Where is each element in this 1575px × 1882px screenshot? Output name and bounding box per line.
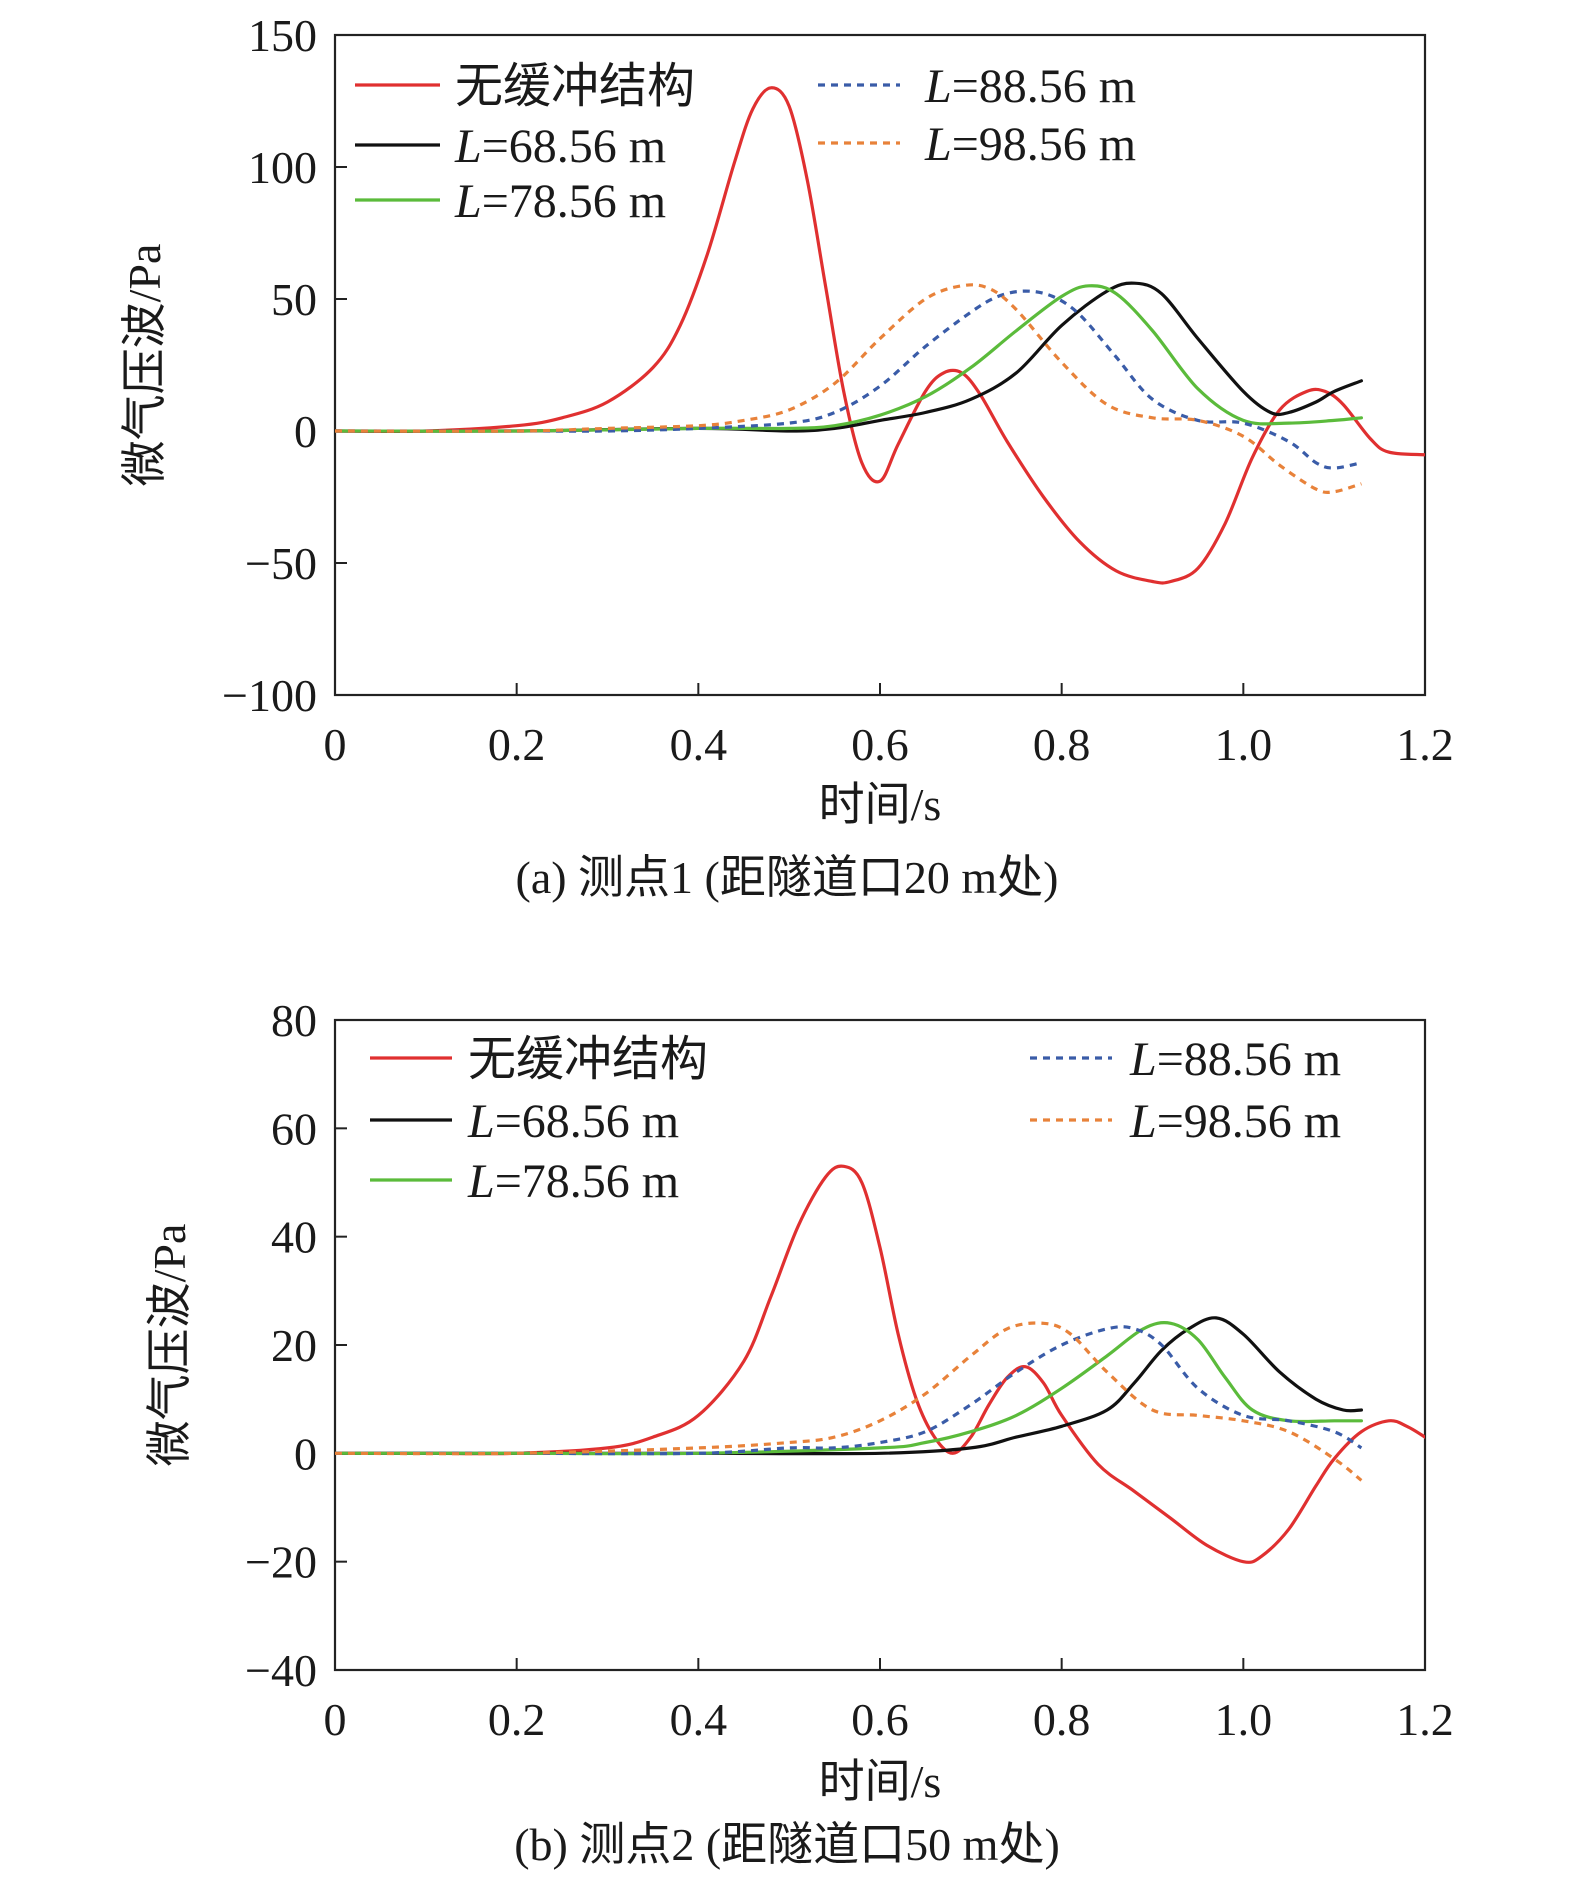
chart-a-x-tick-label: 0.8 (1033, 719, 1091, 770)
chart-b-caption: (b) 测点2 (距隧道口50 m处) (514, 1819, 1060, 1870)
chart-b-y-tick-label: −20 (245, 1537, 317, 1588)
chart-b-y-axis-title: 微气压波/Pa (144, 1224, 195, 1467)
chart-b-x-tick-label: 1.0 (1215, 1694, 1273, 1745)
chart-a-x-tick-label: 0.6 (851, 719, 909, 770)
chart-a-x-tick-label: 1.2 (1396, 719, 1454, 770)
chart-b-series-line-3 (335, 1321, 1363, 1456)
chart-b-x-tick-label: 0 (324, 1694, 347, 1745)
chart-b-x-axis-title: 时间/s (819, 1756, 942, 1807)
chart-a-series-line-4 (335, 289, 1362, 470)
chart-b-x-tick-label: 0.6 (851, 1694, 909, 1745)
chart-a-x-tick-label: 1.0 (1215, 719, 1273, 770)
chart-b-y-tick-label: 40 (271, 1212, 317, 1263)
chart-b-legend-label-3: L=78.56 m (467, 1155, 679, 1208)
chart-b-x-tick-label: 1.2 (1396, 1694, 1454, 1745)
chart-b-x-tick-label: 0.2 (488, 1694, 546, 1745)
chart-a-y-tick-label: 100 (248, 142, 317, 193)
chart-a-x-tick-label: 0 (324, 719, 347, 770)
chart-a-y-tick-label: 0 (294, 406, 317, 457)
chart-b-legend-label-2: L=68.56 m (467, 1095, 679, 1148)
chart-a-legend-label-5: L=98.56 m (924, 118, 1136, 171)
chart-a-y-tick-label: −50 (245, 538, 317, 589)
chart-a-legend-label-4: L=88.56 m (924, 60, 1136, 113)
chart-b-y-tick-label: 60 (271, 1103, 317, 1154)
chart-b-legend-label-5: L=98.56 m (1129, 1095, 1341, 1148)
chart-a-y-axis-title: 微气压波/Pa (119, 244, 170, 487)
chart-a-x-tick-label: 0.2 (488, 719, 546, 770)
chart-b-series-line-5 (335, 1321, 1363, 1482)
chart-a-series-line-3 (335, 284, 1363, 433)
chart-a-x-axis-title: 时间/s (819, 779, 942, 830)
chart-b-series-line-4 (335, 1325, 1363, 1456)
chart-a-x-tick-label: 0.4 (670, 719, 728, 770)
chart-b-x-tick-label: 0.4 (670, 1694, 728, 1745)
chart-b-series-line-1 (335, 1164, 1425, 1564)
chart-a-y-tick-label: 150 (248, 10, 317, 61)
chart-a-y-tick-label: −100 (222, 670, 317, 721)
chart-b-legend-label-4: L=88.56 m (1129, 1033, 1341, 1086)
chart-b-legend-label-1: 无缓冲结构 (468, 1033, 708, 1086)
chart-a-y-tick-label: 50 (271, 274, 317, 325)
chart-b-x-tick-label: 0.8 (1033, 1694, 1091, 1745)
chart-a-caption: (a) 测点1 (距隧道口20 m处) (516, 852, 1059, 903)
chart-b-y-tick-label: 80 (271, 995, 317, 1046)
chart-b-y-tick-label: 20 (271, 1320, 317, 1371)
chart-a-legend-label-3: L=78.56 m (454, 175, 666, 228)
chart-a-legend-label-2: L=68.56 m (454, 120, 666, 173)
chart-b-y-tick-label: −40 (245, 1645, 317, 1696)
chart-a-series-line-1 (335, 86, 1425, 585)
chart-a-legend-label-1: 无缓冲结构 (455, 60, 695, 113)
chart-b-y-tick-label: 0 (294, 1428, 317, 1479)
chart-b-series-line-2 (335, 1316, 1363, 1456)
chart-a-series-line-5 (335, 283, 1362, 495)
